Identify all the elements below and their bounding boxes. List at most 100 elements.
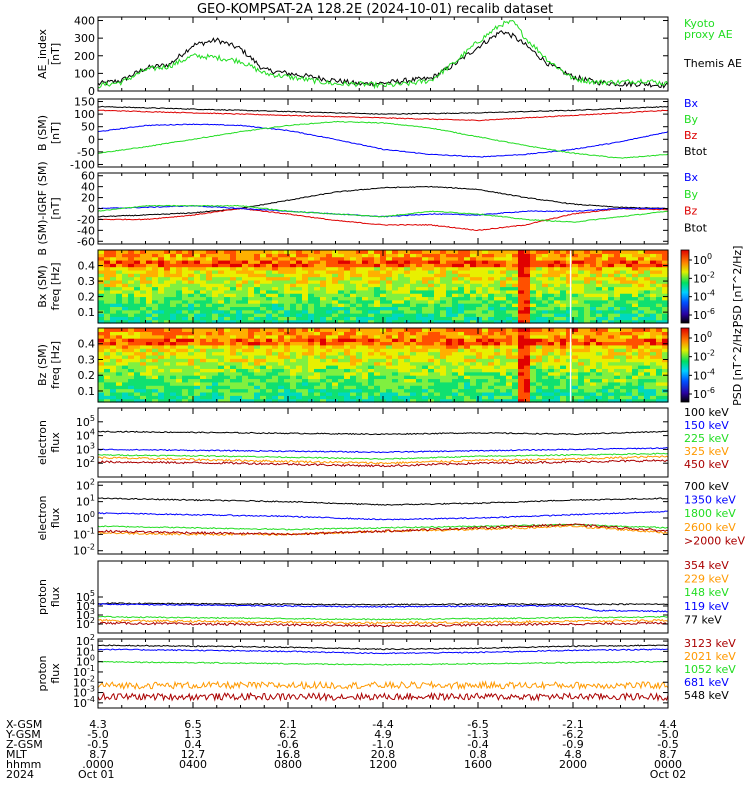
- spectrogram-cell: [602, 273, 609, 278]
- spectrogram-cell: [152, 276, 159, 281]
- spectrogram-cell: [242, 253, 249, 258]
- spectrogram-cell: [290, 286, 297, 291]
- spectrogram-cell: [362, 269, 369, 274]
- y-tick-label: 102: [76, 633, 95, 648]
- spectrogram-cell: [530, 354, 537, 359]
- spectrogram-cell: [284, 289, 291, 294]
- spectrogram-cell: [254, 259, 261, 264]
- spectrogram-cell: [434, 266, 441, 271]
- spectrogram-cell: [626, 358, 633, 363]
- spectrogram-cell: [116, 256, 123, 261]
- spectrogram-cell: [548, 276, 555, 281]
- spectrogram-cell: [518, 378, 525, 383]
- spectrogram-cell: [608, 250, 615, 254]
- spectrogram-cell: [602, 256, 609, 261]
- spectrogram-cell: [260, 276, 267, 281]
- spectrogram-cell: [494, 348, 501, 353]
- spectrogram-cell: [632, 296, 639, 301]
- spectrogram-cell: [626, 334, 633, 339]
- spectrogram-cell: [182, 266, 189, 271]
- spectrogram-cell: [572, 334, 579, 339]
- spectrogram-cell: [236, 273, 243, 278]
- spectrogram-cell: [284, 341, 291, 346]
- spectrogram-cell: [530, 358, 537, 363]
- spectrogram-cell: [314, 259, 321, 264]
- spectrogram-cell: [368, 259, 375, 264]
- spectrogram-cell: [644, 375, 651, 380]
- spectrogram-cell: [512, 306, 519, 311]
- spectrogram-cell: [614, 279, 621, 284]
- spectrogram-cell: [386, 316, 393, 321]
- spectrogram-cell: [200, 296, 207, 301]
- spectrogram-cell: [494, 338, 501, 343]
- spectrogram-cell: [146, 286, 153, 291]
- spectrogram-cell: [392, 331, 399, 336]
- spectrogram-cell: [362, 283, 369, 288]
- spectrogram-cell: [470, 371, 477, 376]
- spectrogram-cell: [224, 351, 231, 356]
- spectrogram-cell: [200, 344, 207, 349]
- spectrogram-cell: [416, 309, 423, 314]
- spectrogram-cell: [266, 381, 273, 386]
- spectrogram-cell: [308, 289, 315, 294]
- spectrogram-cell: [464, 368, 471, 373]
- spectrogram-cell: [158, 276, 165, 281]
- spectrogram-cell: [416, 328, 423, 332]
- spectrogram-cell: [584, 309, 591, 314]
- spectrogram-cell: [176, 381, 183, 386]
- spectrogram-cell: [512, 316, 519, 321]
- spectrogram-cell: [206, 391, 213, 396]
- spectrogram-cell: [524, 331, 531, 336]
- spectrogram-cell: [416, 316, 423, 321]
- spectrogram-cell: [134, 381, 141, 386]
- spectrogram-cell: [206, 358, 213, 363]
- spectrogram-cell: [416, 289, 423, 294]
- spectrogram-cell: [230, 256, 237, 261]
- spectrogram-cell: [650, 293, 657, 298]
- spectrogram-cell: [200, 348, 207, 353]
- spectrogram-cell: [272, 313, 279, 317]
- spectrogram-cell: [410, 331, 417, 336]
- spectrogram-cell: [164, 341, 171, 346]
- spectrogram-cell: [128, 334, 135, 339]
- spectrogram-cell: [344, 259, 351, 264]
- spectrogram-cell: [650, 368, 657, 373]
- spectrogram-cell: [482, 365, 489, 369]
- spectrogram-cell: [662, 283, 669, 288]
- spectrogram-cell: [584, 256, 591, 261]
- spectrogram-cell: [446, 306, 453, 311]
- spectrogram-cell: [590, 319, 597, 324]
- spectrogram-cell: [380, 303, 387, 308]
- spectrogram-cell: [518, 388, 525, 393]
- spectrogram-cell: [596, 316, 603, 321]
- orbit-row-label: 2024: [6, 768, 34, 781]
- spectrogram-cell: [140, 348, 147, 353]
- spectrogram-cell: [296, 309, 303, 314]
- spectrogram-cell: [428, 375, 435, 380]
- spectrogram-cell: [434, 316, 441, 321]
- spectrogram-cell: [344, 365, 351, 369]
- spectrogram-cell: [122, 266, 129, 271]
- spectrogram-cell: [470, 299, 477, 304]
- spectrogram-cell: [452, 259, 459, 264]
- spectrogram-cell: [206, 341, 213, 346]
- spectrogram-cell: [398, 338, 405, 343]
- spectrogram-cell: [272, 319, 279, 324]
- spectrogram-cell: [512, 286, 519, 291]
- spectrogram-cell: [314, 303, 321, 308]
- orbit-value: -5.0: [87, 728, 108, 741]
- spectrogram-cell: [512, 293, 519, 298]
- spectrogram-cell: [230, 266, 237, 271]
- spectrogram-cell: [542, 365, 549, 369]
- spectrogram-cell: [266, 286, 273, 291]
- spectrogram-cell: [494, 334, 501, 339]
- spectrogram-cell: [608, 313, 615, 317]
- spectrogram-cell: [656, 341, 663, 346]
- spectrogram-cell: [446, 293, 453, 298]
- legend-entry: Kyoto: [684, 17, 715, 30]
- spectrogram-cell: [542, 306, 549, 311]
- orbit-value: 6.5: [184, 718, 202, 731]
- spectrogram-cell: [230, 296, 237, 301]
- spectrogram-cell: [518, 331, 525, 336]
